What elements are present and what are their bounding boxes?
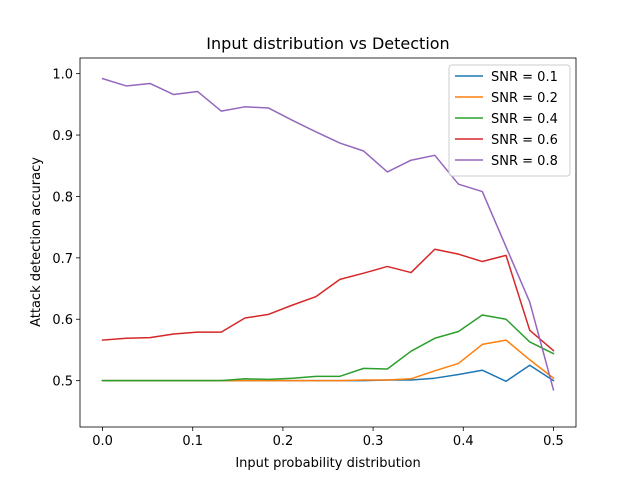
- y-tick-label: 0.9: [52, 129, 73, 144]
- series-line-4: [101, 248, 555, 352]
- y-tick-label: 0.5: [52, 375, 73, 390]
- legend: SNR = 0.1 SNR = 0.2 SNR = 0.4 SNR = 0.6 SNR …: [448, 64, 571, 177]
- legend-label: SNR = 0.1: [491, 70, 558, 85]
- legend-label: SNR = 0.8: [491, 154, 558, 169]
- x-tick-label: 0.0: [92, 434, 113, 449]
- y-axis-title: Attack detection accuracy: [29, 157, 44, 327]
- series-line-2: [101, 339, 555, 382]
- legend-label: SNR = 0.2: [491, 91, 558, 106]
- y-tick-label: 0.7: [52, 252, 73, 267]
- y-tick-label: 1.0: [52, 68, 73, 83]
- x-axis-title: Input probability distribution: [235, 456, 420, 471]
- plot-area: 0.0 0.1 0.2 0.3 0.4 0.5 0.5 0.6 0.7 0.8 0.9 1.0: [52, 57, 577, 449]
- x-tick-label: 0.3: [363, 434, 384, 449]
- x-tick-label: 0.2: [273, 434, 294, 449]
- series-line-1: [101, 364, 555, 383]
- x-tick-label: 0.5: [543, 434, 564, 449]
- y-tick-label: 0.6: [52, 313, 73, 328]
- legend-box: [448, 64, 571, 177]
- x-tick-label: 0.4: [453, 434, 474, 449]
- axes-frame: [79, 57, 577, 428]
- chart-title: Input distribution vs Detection: [206, 34, 449, 53]
- y-tick-label: 0.8: [52, 190, 73, 205]
- legend-label: SNR = 0.4: [491, 112, 558, 127]
- legend-label: SNR = 0.6: [491, 133, 558, 148]
- series-line-3: [101, 314, 555, 382]
- series-line-5: [101, 77, 555, 391]
- x-tick-label: 0.1: [182, 434, 203, 449]
